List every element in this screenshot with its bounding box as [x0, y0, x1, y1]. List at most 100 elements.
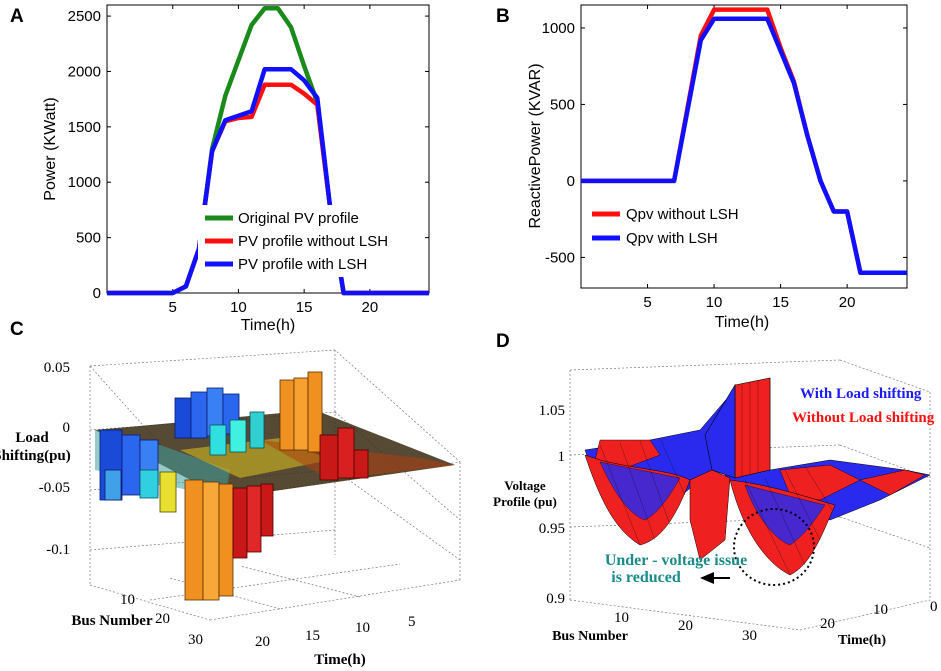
- chart-d-legend-without: Without Load shifting: [792, 410, 935, 426]
- chart-c-xtick-0: 10: [120, 592, 135, 608]
- chart-d-xtick-1: 20: [678, 618, 693, 634]
- chart-c-xtick-1: 20: [155, 611, 170, 627]
- chart-d-annotation-line2: is reduced: [611, 569, 681, 586]
- chart-c-bar-red-2: [337, 427, 355, 479]
- chart-d-highlight-ellipse: [733, 508, 815, 586]
- chart-c-bar-orange-neg-3: [218, 483, 234, 597]
- chart-d-ytick-2: 0: [930, 599, 938, 615]
- chart-b-ytick-label-3: 1000: [542, 20, 575, 37]
- legend-label-without-lsh: PV profile without LSH: [238, 233, 388, 250]
- chart-b-ytick-label-1: 0: [567, 173, 575, 190]
- chart-d-mesh-lines: [599, 380, 833, 576]
- chart-d-surface-red-peak: [734, 377, 771, 479]
- chart-b-xtick-label-3: 20: [839, 294, 856, 311]
- panel-label-c: C: [10, 319, 24, 340]
- chart-b-legend-box: [585, 202, 745, 252]
- chart-a-xtick-label-3: 20: [362, 299, 379, 316]
- legend-b-label-with-lsh: Qpv with LSH: [626, 230, 718, 247]
- chart-d-surface: [584, 377, 931, 576]
- chart-b-xtick-label-0: 5: [643, 294, 651, 311]
- chart-d-annotation-arrowhead: [700, 572, 714, 584]
- chart-b-xtick-label-1: 10: [706, 294, 723, 311]
- chart-a-xtick-label-0: 5: [169, 299, 177, 316]
- chart-c-bar-red-neg-3: [260, 483, 274, 537]
- chart-b-ytick-label-2: 500: [550, 96, 575, 113]
- chart-c-ytick-1: 15: [305, 628, 320, 644]
- chart-a-ytick-label-0: 0: [93, 285, 101, 302]
- chart-a-ytick-label-2: 1000: [68, 174, 101, 191]
- chart-c-bar-orange-neg-1: [184, 479, 204, 601]
- chart-c-bar-red-1: [319, 434, 339, 481]
- chart-c-bar-cyan-2: [209, 424, 227, 456]
- chart-c-ztick-0: 0.05: [44, 360, 70, 376]
- chart-c-bar-red-3: [353, 449, 369, 479]
- chart-c-bar-cyan-1: [139, 469, 159, 499]
- chart-c-ylabel: Time(h): [314, 652, 365, 668]
- chart-c-bar-red-neg-1: [232, 487, 248, 559]
- chart-a-ytick-label-1: 500: [76, 230, 101, 247]
- chart-c-ztick-2: -0.05: [39, 480, 70, 496]
- chart-b-ticks: 5 10 15 20 -500 0 500 1000: [542, 5, 907, 311]
- chart-d-surface-blue-ridge: [704, 383, 736, 479]
- panel-label-a: A: [10, 6, 24, 27]
- chart-d: Under - voltage issue is reduced With Lo…: [493, 359, 938, 648]
- chart-a-ytick-label-3: 1500: [68, 119, 101, 136]
- chart-a-ytick-label-4: 2000: [68, 63, 101, 80]
- chart-d-legend-with: With Load shifting: [800, 386, 922, 402]
- chart-d-xtick-0: 10: [614, 610, 629, 626]
- chart-a-ytick-label-5: 2500: [68, 8, 101, 25]
- chart-d-ztick-3: 0.9: [546, 591, 565, 607]
- chart-c-bar-orange-neg-2: [202, 481, 220, 601]
- chart-c-ztick-3: -0.1: [46, 542, 70, 558]
- chart-c-bar-red-neg-2: [246, 485, 262, 553]
- chart-d-xlabel: Bus Number: [552, 629, 628, 644]
- chart-d-ytick-0: 20: [820, 616, 835, 632]
- chart-b-series-group: [581, 7, 907, 275]
- chart-d-surface-central-front: [689, 469, 731, 561]
- panel-label-b: B: [496, 6, 510, 27]
- chart-c-zlabel-line1: Load: [15, 430, 49, 446]
- chart-b-plot-area: [580, 4, 908, 289]
- panel-label-d: D: [496, 331, 510, 352]
- chart-c-bar-cyan-4: [249, 411, 265, 449]
- chart-b-legend: Qpv without LSH Qpv with LSH: [585, 202, 745, 252]
- chart-d-ztick-1: 1: [558, 449, 566, 465]
- chart-b-xlabel: Time(h): [715, 314, 770, 331]
- chart-d-ytick-1: 10: [873, 602, 888, 618]
- chart-a-xtick-label-1: 10: [230, 299, 247, 316]
- chart-c-ytick-0: 20: [255, 634, 270, 650]
- chart-b-series-qpv-with-lsh: [581, 16, 907, 275]
- chart-d-surface-dip-right-blue: [744, 484, 826, 546]
- chart-c-bar-blue-4: [174, 397, 192, 439]
- chart-b-xtick-label-2: 15: [772, 294, 789, 311]
- chart-c-bar-blue-2: [121, 434, 141, 496]
- chart-d-ylabel: Time(h): [838, 633, 886, 648]
- chart-c-zlabel-line2: Shifting(pu): [0, 448, 71, 464]
- legend-b-label-without-lsh: Qpv without LSH: [626, 206, 739, 223]
- chart-d-zlabel-line2: Profile (pu): [493, 494, 557, 509]
- chart-c-bar-blue-5: [190, 391, 208, 439]
- legend-label-with-lsh: PV profile with LSH: [238, 256, 367, 273]
- chart-d-surface-red-2: [779, 464, 861, 501]
- chart-c: 0.05 0 -0.05 -0.1 Load Shifting(pu) 10 2…: [0, 349, 461, 668]
- chart-c-ztick-1: 0: [63, 420, 71, 436]
- chart-b-ylabel: ReactivePower (KVAR): [527, 63, 544, 228]
- chart-c-bars: [95, 371, 455, 601]
- chart-a-ticks: 5 10 15 20 0 500 1000 1500 2000 2500: [68, 5, 429, 316]
- chart-c-bar-orange-3: [307, 371, 323, 453]
- chart-a: 5 10 15 20 0 500 1000 1500 2000 2500 Power (KWatt…: [42, 4, 430, 334]
- chart-c-xlabel: Bus Number: [71, 613, 153, 629]
- chart-a-plot-area: [106, 4, 430, 294]
- chart-c-xtick-2: 30: [188, 632, 203, 648]
- chart-d-surface-dip-left-blue: [599, 461, 681, 521]
- chart-a-ylabel: Power (KWatt): [42, 97, 59, 200]
- chart-d-xtick-2: 30: [742, 628, 757, 644]
- chart-a-legend: Original PV profile PV profile without L…: [198, 205, 408, 277]
- chart-c-bar-orange-1: [279, 379, 295, 451]
- chart-b-ytick-label-0: -500: [545, 249, 575, 266]
- chart-d-ztick-2: 0.95: [539, 521, 565, 537]
- chart-c-bar-lightblue-1: [104, 469, 122, 501]
- chart-b: 5 10 15 20 -500 0 500 1000 ReactivePower (KVAR)…: [527, 4, 908, 331]
- legend-label-original: Original PV profile: [238, 210, 359, 227]
- chart-c-bar-orange-2: [293, 377, 309, 451]
